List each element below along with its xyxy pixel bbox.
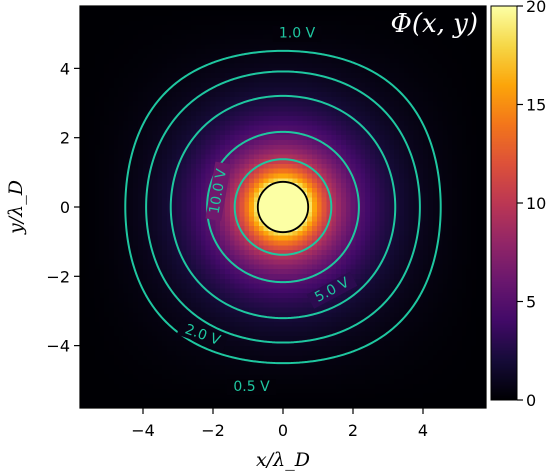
x-ticks: −4 −2 0 2 4 <box>131 408 428 440</box>
x-tick-label: 2 <box>348 421 358 440</box>
contour-label: 1.0 V <box>272 25 322 42</box>
contour-line <box>233 158 333 256</box>
x-axis-label: x/λ_D <box>256 449 310 471</box>
x-tick-label: −4 <box>131 421 155 440</box>
contour-line <box>206 130 360 284</box>
contour-lines <box>124 49 442 365</box>
contour-label: 10.0 V <box>205 161 232 222</box>
y-axis-label: y/λ_D <box>5 180 27 235</box>
y-tick-label: 2 <box>60 129 70 148</box>
contour-label-text: 10.0 V <box>206 167 230 215</box>
colorbar-ticks: 0 5 10 15 20 <box>517 0 546 410</box>
colorbar-tick-label: 20 <box>526 0 546 16</box>
x-tick-label: −2 <box>201 421 225 440</box>
contour-label-gap <box>176 319 229 352</box>
x-tick-label: 0 <box>278 421 288 440</box>
contour-label-text: 0.5 V <box>233 379 270 395</box>
colorbar <box>491 6 517 400</box>
y-ticks: −4 −2 0 2 4 <box>46 59 80 356</box>
contour-label-gap <box>272 25 322 42</box>
contour-label-gap <box>306 271 358 309</box>
colorbar-tick-label: 0 <box>526 391 536 410</box>
y-tick-label: 4 <box>60 59 70 78</box>
heatmap-image <box>80 6 486 408</box>
contour-line <box>124 49 442 365</box>
y-tick-label: −4 <box>46 337 70 356</box>
conductor-outline <box>256 180 310 234</box>
x-tick-label: 4 <box>418 421 428 440</box>
contour-label-gap <box>205 161 232 222</box>
colorbar-tick-label: 10 <box>526 194 546 213</box>
plot-title: Φ(x, y) <box>391 9 478 39</box>
y-tick-label: 0 <box>60 198 70 217</box>
contour-label-text: 1.0 V <box>279 26 316 42</box>
colorbar-tick-label: 15 <box>526 96 546 115</box>
contour-label-gap <box>227 379 276 396</box>
contour-label: 0.5 V <box>227 379 276 396</box>
contour-line <box>169 94 397 320</box>
colorbar-tick-label: 5 <box>526 293 536 312</box>
contour-line <box>145 70 421 344</box>
y-tick-label: −2 <box>46 267 70 286</box>
